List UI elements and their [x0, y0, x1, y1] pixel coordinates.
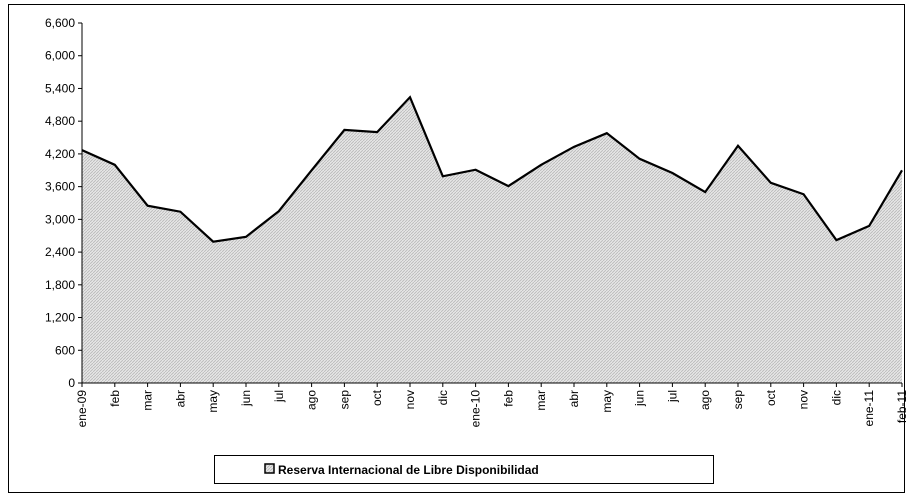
x-tick-label: may — [206, 390, 220, 413]
x-tick-label: jul — [665, 390, 679, 403]
y-tick-label: 4,800 — [45, 114, 75, 128]
legend-box — [214, 455, 714, 484]
x-tick-label: ene-09 — [75, 390, 89, 428]
x-tick-label: mar — [534, 390, 548, 411]
x-tick-label: abr — [567, 390, 581, 407]
y-tick-label: 6,600 — [45, 16, 75, 30]
x-tick-label: jul — [272, 390, 286, 403]
y-tick-label: 6,000 — [45, 49, 75, 63]
x-tick-label: nov — [403, 390, 417, 409]
legend-swatch — [264, 463, 275, 474]
x-tick-label: may — [600, 390, 614, 413]
line — [81, 95, 903, 243]
x-tick-label: oct — [764, 389, 778, 406]
x-tick-label: jun — [239, 390, 253, 407]
legend-label: Reserva Internacional de Libre Disponibi… — [278, 463, 539, 477]
x-tick-label: ago — [698, 390, 712, 410]
y-tick-label: 600 — [55, 343, 75, 357]
x-tick-label: feb — [501, 390, 515, 407]
x-tick-label: abr — [173, 390, 187, 407]
x-tick-label: sep — [337, 390, 351, 410]
y-tick-label: 1,800 — [45, 278, 75, 292]
x-tick-label: ene-11 — [862, 390, 876, 427]
y-tick-label: 3,600 — [45, 180, 75, 194]
x-tick-label: feb — [108, 390, 122, 407]
y-tick-label: 0 — [68, 376, 75, 390]
x-tick-label: oct — [370, 389, 384, 406]
x-tick-label: sep — [731, 390, 745, 410]
legend: Reserva Internacional de Libre Disponibi… — [214, 455, 714, 484]
x-tick-label: mar — [141, 390, 155, 411]
x-tick-label: ene-10 — [469, 390, 483, 428]
y-tick-label: 1,200 — [45, 311, 75, 325]
y-tick-label: 2,400 — [45, 245, 75, 259]
y-tick-label: 3,000 — [45, 212, 75, 226]
x-tick-label: feb-11 — [895, 390, 906, 423]
y-tick-label: 5,400 — [45, 81, 75, 95]
x-tick-label: jun — [633, 390, 647, 407]
x-tick-label: ago — [305, 390, 319, 410]
x-tick-label: dic — [436, 390, 450, 405]
area — [82, 97, 902, 383]
x-tick-label: dic — [829, 390, 843, 405]
y-tick-label: 4,200 — [45, 147, 75, 161]
x-tick-label: nov — [797, 390, 811, 409]
